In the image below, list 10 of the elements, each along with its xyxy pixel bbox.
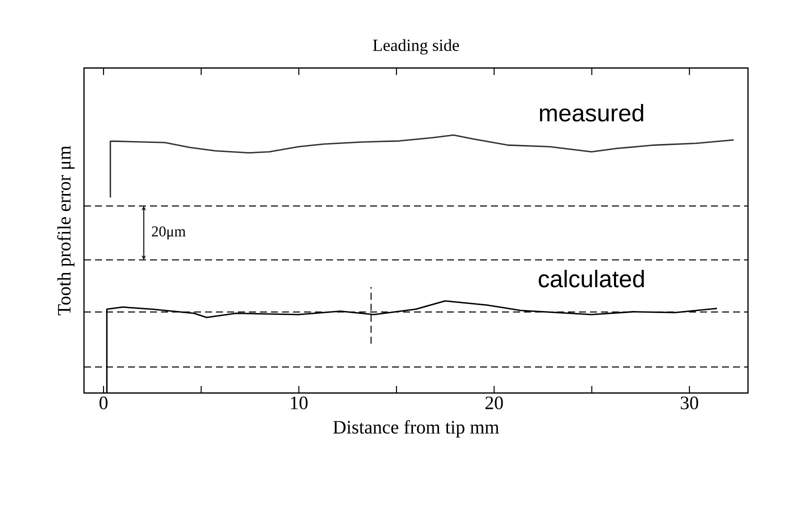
annotation: 20μm	[152, 226, 186, 240]
y-axis-title: Tooth profile error μm	[57, 146, 74, 316]
series-label: calculated	[538, 270, 644, 288]
x-tick-label: 0	[100, 396, 108, 410]
x-tick-label: 20	[485, 396, 503, 410]
series-label: measured	[540, 104, 644, 122]
x-tick-label: 10	[291, 396, 308, 410]
x-axis-title: Distance from tip mm	[333, 420, 500, 438]
x-tick-label: 30	[680, 396, 698, 410]
chart-title: Leading side	[372, 39, 459, 54]
